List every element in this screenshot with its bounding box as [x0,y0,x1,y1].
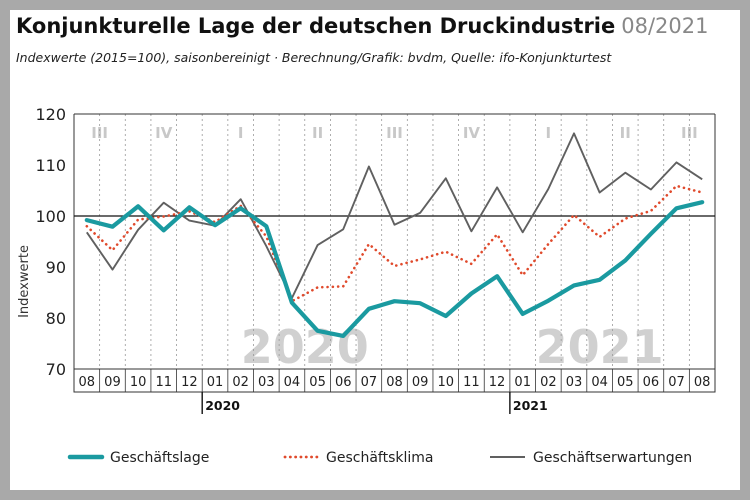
y-tick-label: 80 [46,309,66,328]
y-tick-label: 100 [35,207,66,226]
quarter-label: I [546,124,552,142]
year-label: 2021 [513,398,548,413]
x-tick-label: 06 [335,375,352,390]
x-tick-label: 04 [284,375,301,390]
x-tick-label: 07 [361,375,378,390]
quarter-label: IV [155,124,173,142]
x-tick-label: 01 [207,375,224,390]
year-watermarks: 2020 2021 [241,320,664,374]
month-strip [73,368,716,393]
x-tick-label: 02 [540,375,557,390]
x-tick-label: 05 [309,375,326,390]
quarter-label: II [620,124,631,142]
series-line-lage [84,200,705,338]
quarter-label: III [681,124,698,142]
x-tick-label: 02 [232,375,249,390]
quarter-label: III [386,124,403,142]
x-tick-label: 12 [489,375,506,390]
quarter-label: I [238,124,244,142]
x-tick-label: 10 [438,375,455,390]
x-tick-label: 11 [155,375,172,390]
x-tick-label: 12 [181,375,198,390]
y-tick-label: 90 [46,258,66,277]
x-tick-label: 08 [79,375,96,390]
year-watermark: 2021 [536,320,664,374]
title-date: 08/2021 [621,14,709,38]
x-tick-label: 09 [104,375,121,390]
chart-subtitle: Indexwerte (2015=100), saisonbereinigt ·… [16,50,612,65]
legend-label-klima: Geschäftsklima [326,450,433,466]
legend: Geschäftslage Geschäftsklima Geschäftserwa… [67,450,692,466]
legend-label-lage: Geschäftslage [110,450,209,466]
x-tick-label: 03 [566,375,583,390]
title-text: Konjunkturelle Lage der deutschen Drucki… [16,14,616,38]
y-tick-label: 120 [35,105,66,124]
y-tick-label: 70 [46,360,66,379]
quarter-label: IV [463,124,481,142]
x-tick-label: 09 [412,375,429,390]
x-tick-label: 03 [258,375,275,390]
chart-title: Konjunkturelle Lage der deutschen Drucki… [16,14,709,38]
quarter-labels: III IV I II III IV I II III [91,124,697,142]
series-lines [84,132,705,338]
x-tick-label: 11 [463,375,480,390]
x-tick-label: 05 [617,375,634,390]
x-tick-label: 08 [386,375,403,390]
legend-label-erwartungen: Geschäftserwartungen [533,450,692,466]
x-tick-label: 06 [643,375,660,390]
x-tick-label: 10 [130,375,147,390]
y-tick-label: 110 [35,156,66,175]
y-axis-label: Indexwerte [17,245,32,318]
year-label: 2020 [205,398,240,413]
x-axis: 08 09 10 11 12 01 02 03 04 05 06 07 08 09 10 11 12 01 02 03… [73,368,716,414]
quarter-label: III [91,124,108,142]
quarter-label: II [312,124,323,142]
x-tick-label: 08 [694,375,711,390]
series-line-klima [85,184,704,303]
x-tick-label: 01 [514,375,531,390]
x-tick-label: 04 [591,375,608,390]
x-tick-label: 07 [668,375,685,390]
y-axis-ticks: 70 80 90 100 110 120 [35,105,66,379]
